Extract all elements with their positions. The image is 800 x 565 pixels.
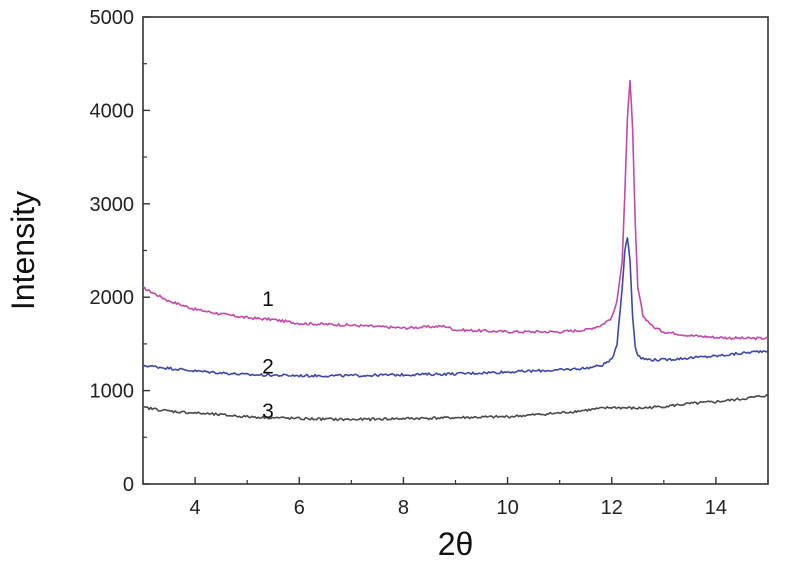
series-labels: 1 2 3 [262,288,274,423]
series-1-line [142,79,769,341]
series-2-line [142,237,769,378]
plot-frame [142,16,769,485]
series-3-label: 3 [262,400,274,423]
x-tick-label: 4 [190,497,201,519]
y-axis-title: Intensity [5,191,41,310]
series-layer [142,79,769,422]
x-tick-label: 12 [601,497,623,519]
series-2-label: 2 [262,355,274,378]
x-tick-label: 10 [496,497,518,519]
x-axis-title: 2θ [438,526,474,562]
y-tick-label: 0 [123,474,134,496]
y-tick-label: 3000 [90,194,135,216]
x-tick-label: 6 [294,497,305,519]
x-axis-ticks: 4 6 8 10 12 14 [142,477,769,519]
series-1-label: 1 [262,288,274,311]
y-tick-label: 5000 [90,7,135,29]
y-axis-ticks: 0 1000 2000 3000 4000 5000 [90,7,150,496]
plot-area [142,16,769,485]
y-tick-label: 2000 [90,287,135,309]
x-tick-label: 14 [705,497,727,519]
x-tick-label: 8 [398,497,409,519]
series-3-line [142,393,769,422]
y-tick-label: 4000 [90,100,135,122]
y-tick-label: 1000 [90,381,135,403]
